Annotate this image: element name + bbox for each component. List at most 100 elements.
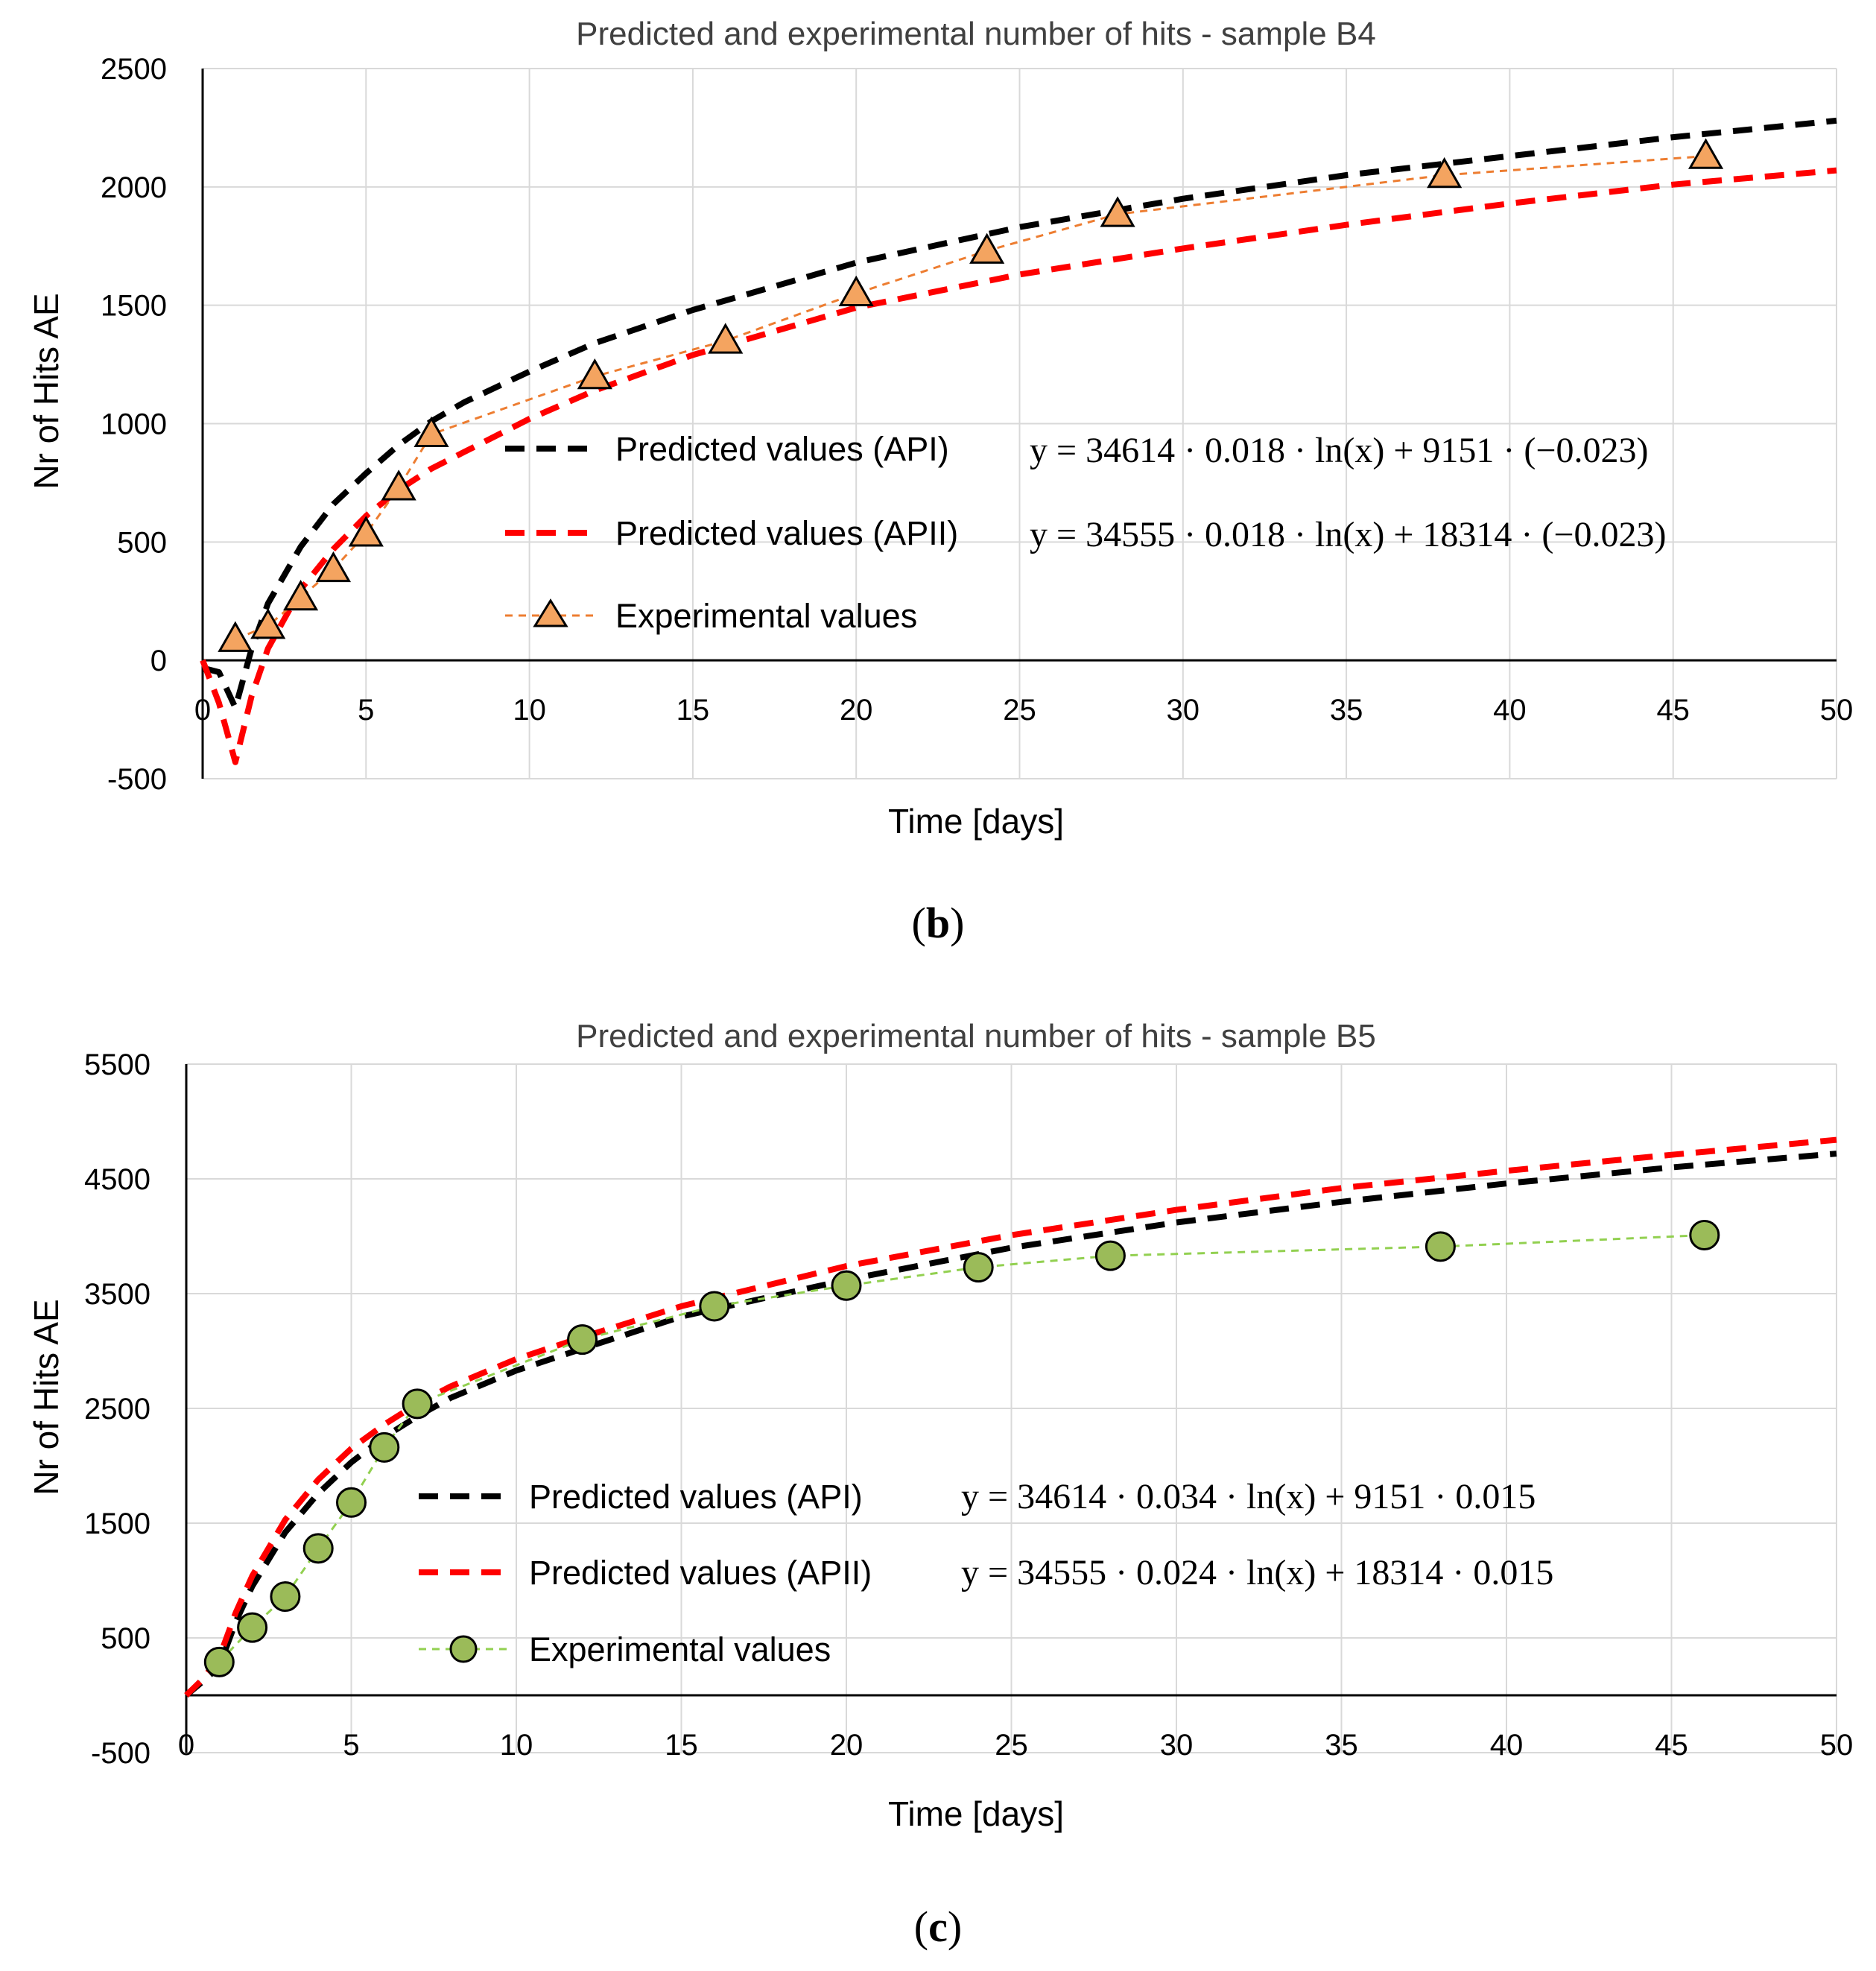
series-layer [184,1136,1837,1698]
data-point-experimental [402,1388,433,1420]
x-tick-label: 10 [500,1729,533,1762]
y-tick-label: 0 [150,645,167,677]
data-point-experimental [838,275,874,307]
data-point-experimental [577,358,612,390]
data-point-experimental [237,1612,268,1643]
equation-api: y = 34614 · 0.034 · ln(x) + 9151 · 0.015 [961,1477,1536,1516]
x-tick-label: 35 [1325,1729,1358,1762]
series-line-experimental [218,1234,1705,1663]
x-axis-title: Time [days] [888,802,1064,841]
legend-label-experimental: Experimental values [615,597,917,635]
data-point-experimental [1689,1219,1720,1250]
panel-label-b: (b) [912,899,965,947]
y-tick-label: -500 [107,763,167,796]
y-axis-title: Nr of Hits AE [27,1299,66,1495]
data-point-experimental [302,1533,334,1564]
x-tick-label: 5 [343,1729,359,1762]
data-point-experimental [1100,196,1135,227]
panel-label-c-letter: c [928,1902,948,1951]
x-tick-label: 25 [995,1729,1028,1762]
data-point-experimental [336,1487,367,1518]
data-point-experimental [348,516,384,547]
x-tick-label: 45 [1655,1729,1688,1762]
tick-labels: 0 5 10 15 20 25 30 35 40 45 50 -500 500 1500 2500 3500 4… [84,1048,1853,1770]
y-tick-label: 500 [117,526,167,559]
equation-api: y = 34614 · 0.018 · ln(x) + 9151 · (−0.0… [1030,431,1648,470]
y-tick-label: 3500 [84,1278,150,1311]
chart-panel-c: Predicted and experimental number of hit… [27,1018,1853,1951]
x-axis-title: Time [days] [888,1794,1064,1833]
data-point-experimental [1425,1231,1456,1262]
x-tick-label: 0 [178,1729,194,1762]
series-line-api [204,117,1837,711]
series-line-experimental [235,155,1706,640]
y-tick-label: 500 [101,1622,150,1655]
x-tick-label: 15 [665,1729,698,1762]
x-tick-label: 0 [194,694,211,727]
data-point-experimental [567,1324,598,1355]
tick-labels: 0 5 10 15 20 25 30 35 40 45 50 -500 0 500 1000 1500 2000… [101,53,1853,796]
y-tick-label: 2500 [84,1393,150,1426]
x-tick-label: 40 [1490,1729,1524,1762]
legend-marker-circle [449,1635,478,1663]
x-tick-label: 40 [1493,694,1527,727]
data-point-experimental [963,1252,994,1283]
chart-panel-b: Predicted and experimental number of hit… [27,16,1853,947]
equation-apii: y = 34555 · 0.024 · ln(x) + 18314 · 0.01… [961,1553,1553,1592]
legend-label-api: Predicted values (API) [529,1478,863,1516]
y-tick-label: 4500 [84,1163,150,1196]
series-line-apii [184,1136,1837,1698]
legend: Predicted values (API) y = 34614 · 0.034… [419,1477,1553,1668]
data-point-experimental [250,608,286,639]
x-tick-label: 30 [1160,1729,1194,1762]
y-tick-label: 1000 [101,408,167,441]
x-tick-label: 5 [358,694,374,727]
data-point-experimental [203,1646,235,1677]
y-tick-label: 5500 [84,1048,150,1081]
panel-label-b-letter: b [926,899,950,947]
y-axis-title: Nr of Hits AE [27,293,66,489]
data-point-experimental [831,1270,862,1301]
x-tick-label: 15 [676,694,710,727]
y-tick-label: 2500 [101,53,167,86]
data-point-experimental [708,323,744,354]
data-point-experimental [413,416,449,448]
series-layer [200,117,1837,765]
legend-label-api: Predicted values (API) [615,430,949,468]
data-point-experimental [699,1291,730,1322]
x-tick-label: 35 [1330,694,1363,727]
x-tick-label: 25 [1003,694,1036,727]
data-point-experimental [218,621,253,652]
data-point-experimental [1094,1240,1126,1271]
data-point-experimental [270,1581,301,1613]
data-point-experimental [282,579,319,611]
chart-title: Predicted and experimental number of hit… [576,1018,1376,1054]
panel-label-c: (c) [914,1902,962,1951]
legend-label-experimental: Experimental values [529,1630,831,1668]
x-tick-label: 30 [1167,694,1200,727]
legend-label-apii: Predicted values (APII) [529,1554,872,1592]
y-tick-label: -500 [91,1737,150,1770]
y-tick-label: 1500 [84,1507,150,1540]
y-tick-label: 1500 [101,290,167,323]
x-tick-label: 50 [1820,1729,1854,1762]
legend: Predicted values (API) y = 34614 · 0.018… [505,430,1666,635]
data-point-experimental [315,551,352,583]
gridlines [201,68,1837,779]
data-point-experimental [1427,156,1463,189]
legend-marker-triangle [533,598,568,627]
data-point-experimental [369,1431,400,1463]
series-line-api [184,1151,1837,1698]
data-point-experimental [969,232,1005,264]
x-tick-label: 45 [1656,694,1690,727]
x-tick-label: 50 [1820,694,1854,727]
chart-title: Predicted and experimental number of hit… [576,16,1376,52]
series-line-apii [200,167,1837,765]
data-point-experimental [1688,138,1724,169]
x-tick-label: 10 [513,694,546,727]
x-tick-label: 20 [830,1729,863,1762]
legend-label-apii: Predicted values (APII) [615,514,958,552]
y-tick-label: 2000 [101,171,167,204]
x-tick-label: 20 [840,694,873,727]
